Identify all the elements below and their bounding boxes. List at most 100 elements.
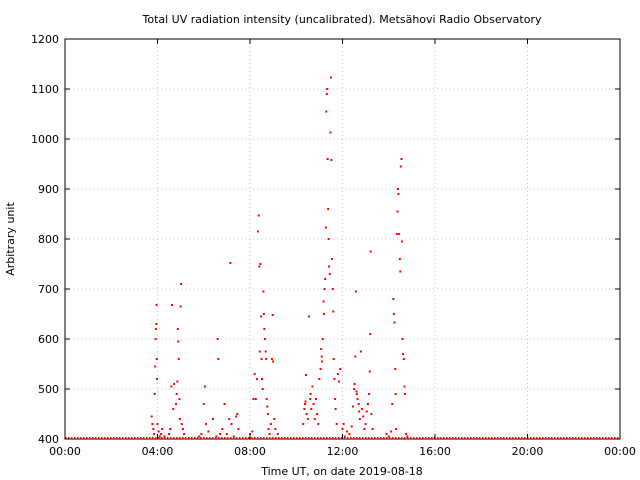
data-point bbox=[217, 358, 220, 360]
data-point bbox=[267, 413, 270, 415]
data-point bbox=[161, 428, 164, 430]
data-point bbox=[155, 323, 158, 325]
data-point bbox=[323, 288, 326, 290]
data-point bbox=[319, 368, 322, 370]
data-point bbox=[265, 358, 268, 360]
data-points bbox=[150, 76, 409, 438]
data-point bbox=[262, 290, 265, 293]
data-point bbox=[401, 338, 404, 340]
data-point bbox=[254, 398, 257, 400]
data-point bbox=[176, 380, 179, 383]
data-point bbox=[177, 340, 180, 343]
data-point bbox=[218, 433, 221, 435]
data-point bbox=[225, 433, 228, 435]
data-point bbox=[353, 383, 356, 385]
data-point bbox=[371, 428, 374, 430]
data-point bbox=[327, 208, 330, 210]
data-point bbox=[390, 430, 393, 433]
data-point bbox=[274, 428, 277, 430]
x-axis-ticks: 00:00 04:00 08:00 12:00 16:00 20:00 00:00 bbox=[49, 39, 636, 458]
y-axis-ticks: 400 500 600 700 800 900 1000 1100 1200 bbox=[31, 33, 620, 446]
data-point bbox=[316, 413, 319, 415]
data-point bbox=[369, 333, 372, 335]
data-point bbox=[395, 233, 398, 235]
data-point bbox=[175, 393, 178, 395]
data-point bbox=[177, 358, 180, 360]
data-point bbox=[328, 265, 331, 268]
data-point bbox=[267, 428, 270, 430]
data-point bbox=[325, 110, 328, 113]
data-point bbox=[156, 423, 159, 425]
data-point bbox=[323, 313, 325, 315]
data-point bbox=[324, 226, 327, 229]
data-point bbox=[198, 435, 201, 438]
data-point bbox=[339, 368, 342, 370]
data-point bbox=[205, 423, 208, 425]
data-point bbox=[157, 430, 160, 433]
data-point bbox=[176, 328, 179, 330]
data-point bbox=[326, 88, 329, 90]
data-point bbox=[332, 310, 335, 313]
data-point bbox=[402, 358, 405, 360]
data-point bbox=[304, 400, 307, 403]
data-point bbox=[273, 418, 276, 420]
y-tick-label: 1000 bbox=[31, 133, 59, 146]
data-point bbox=[175, 403, 177, 405]
data-point bbox=[230, 423, 233, 425]
data-point bbox=[263, 328, 266, 330]
data-point bbox=[181, 428, 184, 430]
data-point bbox=[350, 425, 353, 428]
data-point bbox=[332, 358, 335, 360]
data-point bbox=[172, 408, 175, 410]
data-point bbox=[387, 435, 390, 438]
data-point bbox=[317, 423, 320, 425]
data-point bbox=[348, 433, 351, 435]
data-point bbox=[365, 410, 368, 413]
data-point bbox=[215, 435, 218, 438]
data-point bbox=[368, 370, 371, 373]
data-point bbox=[303, 408, 306, 410]
data-point bbox=[178, 418, 181, 420]
data-point bbox=[155, 358, 158, 360]
data-point bbox=[406, 435, 409, 438]
data-point bbox=[321, 360, 324, 363]
data-point bbox=[180, 423, 183, 425]
data-point bbox=[402, 353, 405, 355]
data-point bbox=[271, 314, 274, 316]
data-point bbox=[329, 131, 332, 134]
x-tick-label: 20:00 bbox=[512, 445, 544, 458]
data-point bbox=[207, 430, 210, 433]
data-point bbox=[312, 403, 315, 405]
data-point bbox=[253, 373, 256, 375]
data-point bbox=[309, 398, 312, 400]
data-point bbox=[331, 258, 334, 260]
data-point bbox=[395, 428, 398, 430]
y-tick-label: 600 bbox=[38, 333, 59, 346]
data-point bbox=[152, 428, 155, 430]
data-point bbox=[392, 313, 395, 315]
data-point bbox=[155, 304, 158, 306]
data-point bbox=[324, 278, 327, 280]
data-point bbox=[331, 288, 334, 290]
x-tick-label: 04:00 bbox=[142, 445, 174, 458]
data-point bbox=[232, 435, 235, 438]
data-point bbox=[261, 378, 264, 380]
data-point bbox=[397, 193, 400, 195]
data-point bbox=[168, 433, 171, 435]
data-point bbox=[258, 265, 261, 268]
data-point bbox=[202, 403, 205, 405]
data-point bbox=[307, 315, 310, 318]
data-point bbox=[272, 360, 275, 363]
y-tick-label: 800 bbox=[38, 233, 59, 246]
data-point bbox=[358, 410, 361, 413]
y-tick-label: 900 bbox=[38, 183, 59, 196]
data-point bbox=[403, 385, 406, 388]
data-point bbox=[151, 423, 154, 425]
data-point bbox=[356, 398, 359, 400]
data-point bbox=[153, 393, 156, 395]
data-point bbox=[173, 383, 176, 385]
data-point bbox=[335, 423, 338, 425]
data-point bbox=[183, 433, 186, 435]
data-point bbox=[354, 290, 357, 293]
data-point bbox=[159, 433, 162, 435]
